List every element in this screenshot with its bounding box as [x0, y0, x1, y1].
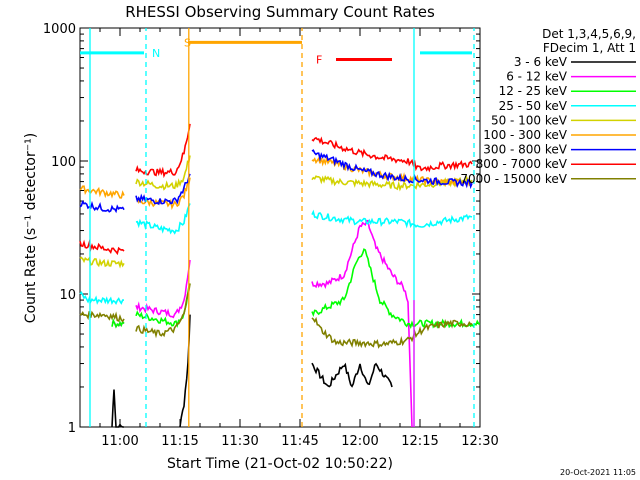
- y-tick-label: 10: [59, 288, 76, 303]
- series-line: [311, 209, 473, 229]
- series-line: [311, 316, 473, 349]
- y-tick-label: 1: [68, 421, 76, 436]
- legend-label: 7000 - 15000 keV: [460, 172, 567, 186]
- legend-label: 6 - 12 keV: [506, 70, 568, 84]
- series-line: [79, 291, 124, 306]
- series-line: [135, 173, 191, 206]
- plot-area: 11:00 11:15 11:30 11:45 12:00 12:15 12:30 1 10 10…: [43, 22, 499, 449]
- legend-header-line-1: Det 1,3,4,5,6,9,: [542, 27, 636, 41]
- legend-label: 300 - 800 keV: [483, 143, 567, 157]
- x-tick-label: 12:15: [401, 434, 438, 449]
- legend-label: 25 - 50 keV: [499, 99, 568, 113]
- series-line: [311, 175, 473, 192]
- state-bar-label: F: [316, 53, 322, 66]
- series-line: [111, 318, 125, 329]
- series-line: [311, 136, 473, 173]
- series-line: [79, 185, 125, 199]
- series-line: [311, 219, 413, 428]
- state-bar-label: N: [152, 47, 160, 60]
- legend-label: 3 - 6 keV: [514, 55, 568, 69]
- series-line: [311, 248, 481, 329]
- y-tick-label: 1000: [43, 22, 76, 37]
- legend-label: 12 - 25 keV: [499, 84, 568, 98]
- state-bar-label: S: [184, 36, 191, 49]
- y-axis-label: Count Rate (s⁻¹ detector⁻¹): [23, 133, 39, 323]
- x-tick-label: 12:00: [341, 434, 378, 449]
- series-line: [79, 256, 125, 269]
- legend-label: 50 - 100 keV: [491, 113, 568, 127]
- series-line: [111, 389, 124, 428]
- series-line: [311, 149, 473, 190]
- series-line: [311, 362, 393, 388]
- series-line: [79, 310, 125, 323]
- x-tick-label: 11:45: [281, 434, 318, 449]
- x-tick-label: 11:00: [101, 434, 138, 449]
- chart-title: RHESSI Observing Summary Count Rates: [125, 3, 435, 21]
- x-tick-label: 11:15: [161, 434, 198, 449]
- timestamp: 20-Oct-2021 11:05: [560, 468, 636, 477]
- y-tick-label: 100: [51, 155, 76, 170]
- x-tick-label: 11:30: [221, 434, 258, 449]
- x-tick-label: 12:30: [461, 434, 498, 449]
- series-line: [135, 203, 191, 235]
- legend-label: 100 - 300 keV: [483, 128, 567, 142]
- legend-label: 800 - 7000 keV: [476, 157, 568, 171]
- legend-header-line-2: FDecim 1, Att 1: [543, 41, 636, 55]
- x-axis-label: Start Time (21-Oct-02 10:50:22): [167, 456, 393, 472]
- series-line: [79, 239, 125, 256]
- series-line: [135, 123, 191, 179]
- series-line: [135, 283, 191, 339]
- series-line: [135, 155, 191, 191]
- series-line: [79, 200, 125, 214]
- series-line: [135, 259, 191, 319]
